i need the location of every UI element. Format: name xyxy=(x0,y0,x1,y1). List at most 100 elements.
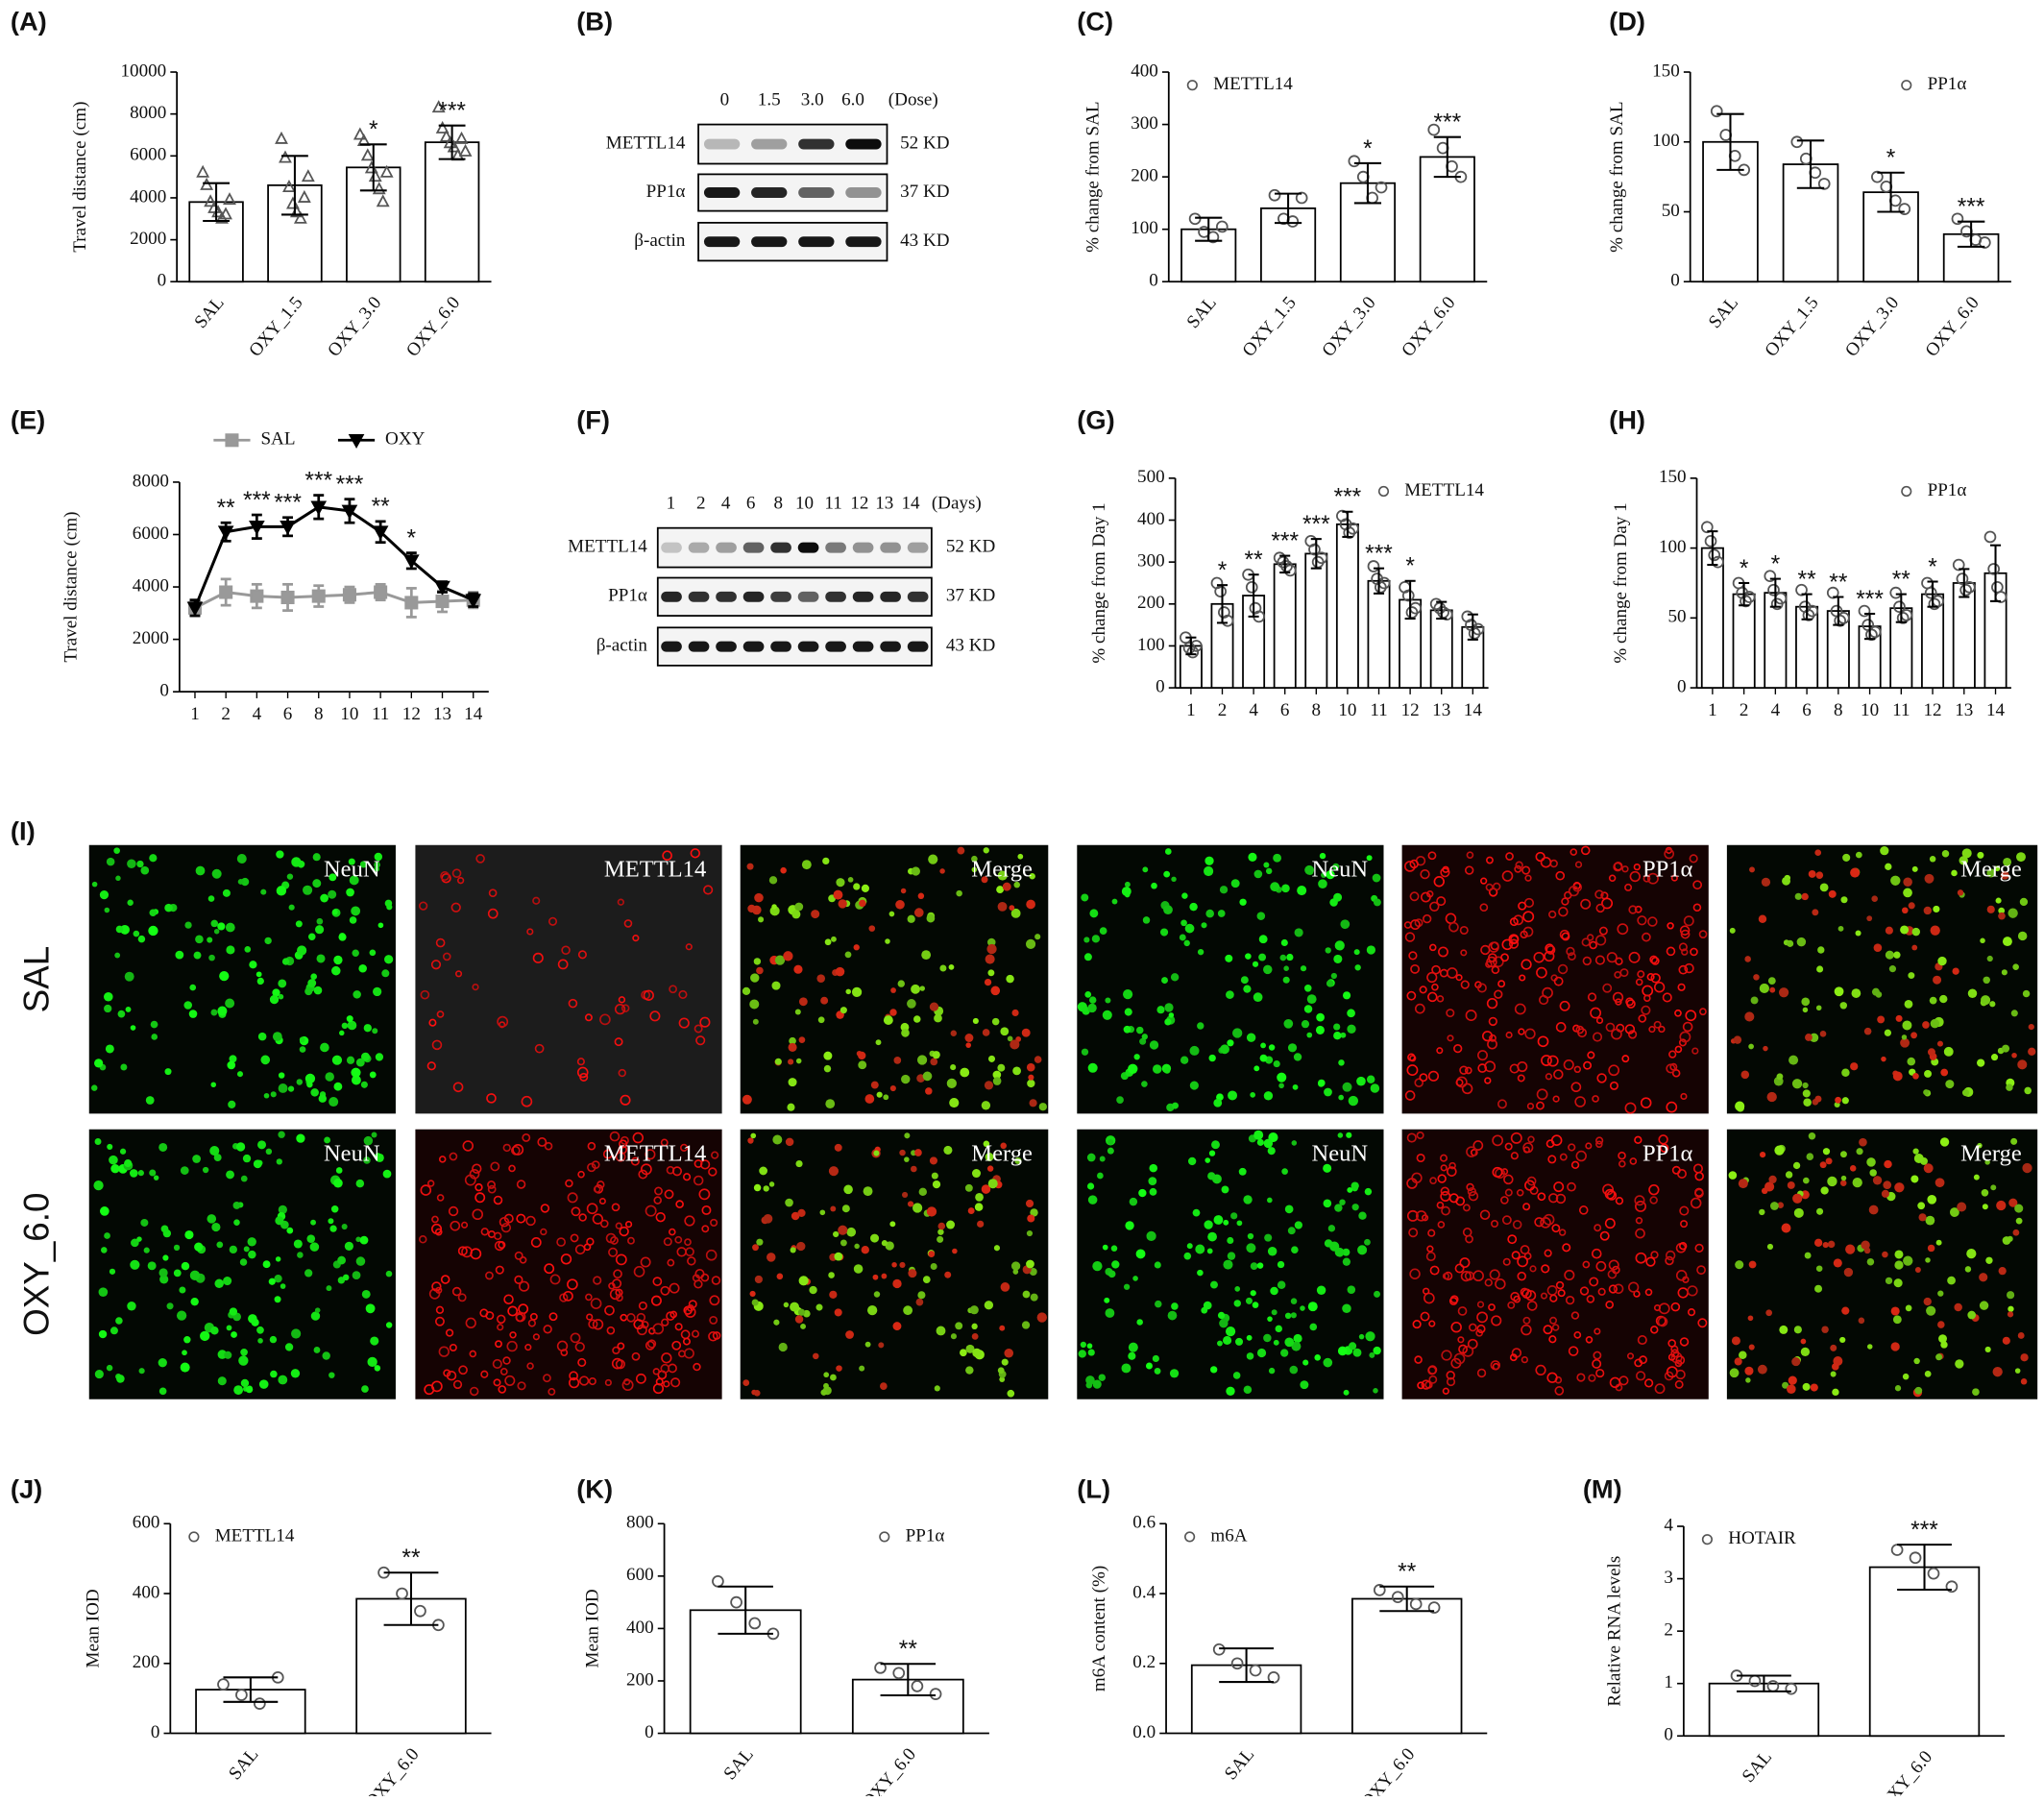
cell xyxy=(211,868,222,879)
cell xyxy=(258,1379,269,1389)
cell xyxy=(1810,1383,1818,1392)
cell xyxy=(1549,1294,1558,1302)
cell xyxy=(1747,1315,1754,1322)
cell xyxy=(1840,896,1848,904)
cell xyxy=(1941,850,1950,858)
cell xyxy=(763,1213,773,1224)
cell xyxy=(275,1216,284,1226)
cell xyxy=(1998,1267,2007,1276)
cell xyxy=(1481,1031,1494,1042)
cell xyxy=(1929,856,1936,863)
cell xyxy=(965,1042,972,1048)
marker xyxy=(434,580,450,596)
cell xyxy=(606,1326,616,1335)
cell xyxy=(1615,998,1622,1006)
cell xyxy=(1594,1327,1601,1335)
cell xyxy=(578,1375,590,1386)
cell xyxy=(1290,1298,1298,1304)
cell xyxy=(131,1238,139,1248)
cell xyxy=(346,1015,353,1023)
band xyxy=(716,641,737,652)
cell xyxy=(1510,1152,1519,1160)
cell xyxy=(605,1232,617,1244)
cell xyxy=(1590,1007,1602,1019)
point xyxy=(1871,170,1884,183)
cell xyxy=(1183,939,1190,947)
cell xyxy=(1426,971,1438,984)
cell xyxy=(472,1208,484,1221)
significance: ** xyxy=(217,496,236,522)
cell xyxy=(2007,1311,2014,1318)
cell xyxy=(1102,1244,1108,1251)
cell xyxy=(1563,1059,1574,1071)
significance: *** xyxy=(1271,528,1299,554)
cell xyxy=(1597,1287,1606,1296)
point xyxy=(1890,1544,1904,1556)
cell xyxy=(1455,1196,1466,1206)
cell xyxy=(997,870,1008,881)
cell xyxy=(176,1310,187,1321)
cell xyxy=(1111,898,1118,905)
cell xyxy=(1935,1239,1942,1246)
cell xyxy=(1611,1028,1622,1040)
point xyxy=(1249,1664,1262,1677)
cell xyxy=(1325,947,1331,954)
cell xyxy=(1669,1062,1678,1071)
cell xyxy=(1517,1061,1528,1073)
cell xyxy=(1351,1204,1359,1211)
cell xyxy=(1192,1208,1201,1217)
cell xyxy=(1792,1193,1803,1204)
cell xyxy=(1608,1064,1620,1077)
cell xyxy=(534,1043,545,1054)
cell xyxy=(1830,1371,1837,1377)
cell xyxy=(1154,1367,1161,1375)
cell xyxy=(2012,963,2019,971)
cell xyxy=(1419,1073,1428,1083)
band xyxy=(703,236,741,248)
cell xyxy=(524,1344,532,1351)
significance: ** xyxy=(372,495,391,521)
cell xyxy=(1323,1357,1333,1368)
cell xyxy=(181,1261,190,1271)
y-axis-label: Travel distance (cm) xyxy=(70,102,90,253)
cell xyxy=(588,1319,598,1329)
cell xyxy=(1001,1358,1009,1366)
cell xyxy=(838,899,847,909)
x-tick-label: 11 xyxy=(1370,700,1387,720)
x-tick-label: OXY_6.0 xyxy=(361,1744,423,1796)
cell xyxy=(1940,1341,1948,1349)
x-tick-label: 1 xyxy=(190,704,200,724)
cell xyxy=(249,961,257,969)
cell xyxy=(977,1220,985,1228)
significance: * xyxy=(1886,146,1896,172)
cell xyxy=(526,1362,534,1370)
cell xyxy=(785,1198,793,1207)
cell xyxy=(1472,1140,1484,1151)
marker xyxy=(342,588,356,602)
cell xyxy=(1524,1028,1536,1039)
point xyxy=(1924,586,1937,599)
cell xyxy=(1025,938,1036,949)
significance: * xyxy=(1928,554,1937,580)
cell xyxy=(1536,966,1547,979)
cell xyxy=(1576,1373,1586,1382)
cell xyxy=(2028,1047,2036,1056)
cell xyxy=(1637,915,1647,926)
cell xyxy=(1491,1219,1499,1229)
cell xyxy=(256,1326,264,1334)
cell xyxy=(561,945,571,956)
cell xyxy=(272,1032,282,1042)
cell xyxy=(1408,951,1418,961)
cell xyxy=(1204,865,1214,877)
cell xyxy=(1223,1335,1232,1346)
cell xyxy=(147,1261,157,1271)
cell xyxy=(2015,1217,2023,1225)
cell xyxy=(1246,1334,1253,1341)
micrograph: PP1α xyxy=(1401,844,1709,1114)
cell xyxy=(797,1208,806,1217)
cell xyxy=(1613,862,1623,872)
cell xyxy=(130,1025,136,1031)
cell xyxy=(457,1293,467,1302)
cell xyxy=(1986,905,1995,913)
cell xyxy=(912,1015,921,1023)
